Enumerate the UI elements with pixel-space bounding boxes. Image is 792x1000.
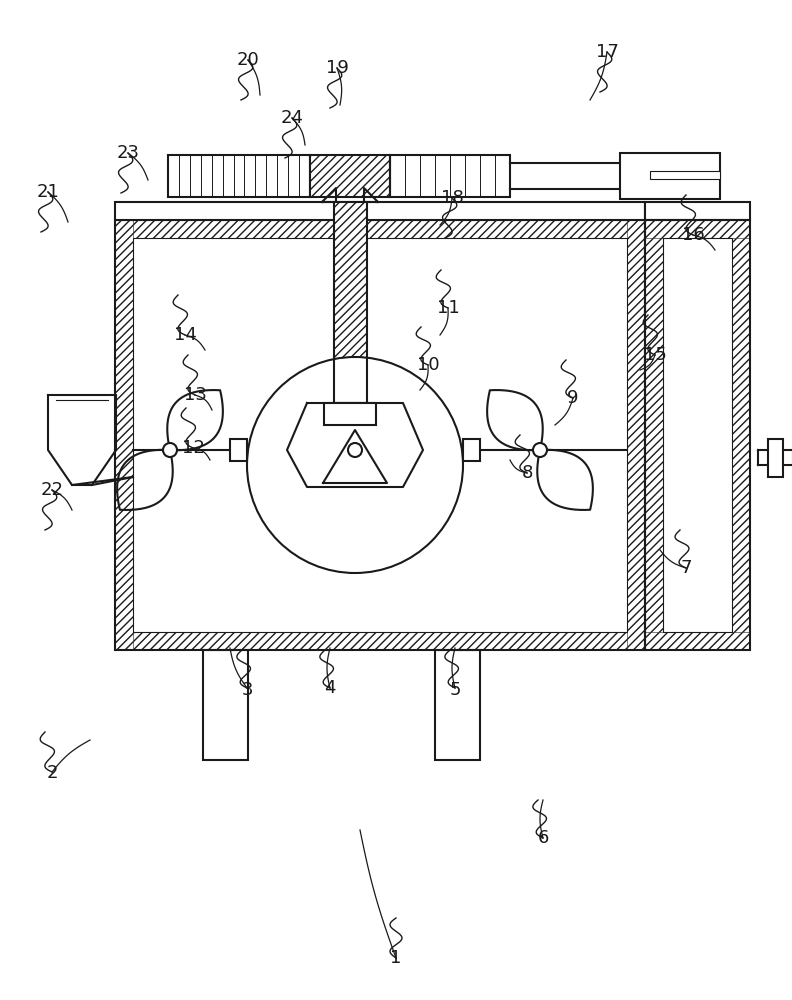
Bar — [310, 155, 390, 197]
Text: 13: 13 — [184, 386, 207, 404]
Text: 11: 11 — [436, 299, 459, 317]
Bar — [324, 403, 376, 425]
Bar — [115, 220, 645, 650]
Text: 24: 24 — [280, 109, 303, 127]
Bar — [463, 439, 480, 461]
Bar — [435, 650, 480, 760]
Bar — [645, 220, 750, 650]
Bar — [663, 238, 732, 632]
Text: 21: 21 — [36, 183, 59, 201]
Bar — [645, 220, 750, 238]
Text: 1: 1 — [390, 949, 402, 967]
Text: 22: 22 — [40, 481, 63, 499]
Text: 3: 3 — [242, 681, 253, 699]
Text: 15: 15 — [644, 346, 666, 364]
Circle shape — [348, 443, 362, 457]
Text: 9: 9 — [567, 389, 579, 407]
Bar — [645, 220, 663, 650]
Text: 17: 17 — [596, 43, 619, 61]
Circle shape — [247, 357, 463, 573]
Text: 6: 6 — [537, 829, 549, 847]
Text: 10: 10 — [417, 356, 440, 374]
Text: 20: 20 — [237, 51, 259, 69]
Bar — [133, 238, 627, 632]
Bar — [334, 202, 367, 403]
Circle shape — [533, 443, 547, 457]
Bar — [620, 153, 720, 199]
Bar — [230, 439, 247, 461]
Text: 12: 12 — [181, 439, 204, 457]
Text: 7: 7 — [680, 559, 691, 577]
Bar — [650, 171, 720, 179]
Bar — [732, 220, 750, 650]
Bar — [627, 220, 645, 650]
Bar — [334, 202, 367, 403]
Circle shape — [163, 443, 177, 457]
Bar — [390, 155, 510, 197]
Bar — [768, 439, 783, 477]
Text: 5: 5 — [449, 681, 461, 699]
Text: 8: 8 — [521, 464, 533, 482]
Text: 16: 16 — [682, 226, 704, 244]
Bar — [203, 650, 248, 760]
Bar — [645, 202, 750, 220]
Text: 14: 14 — [173, 326, 196, 344]
Bar — [115, 202, 645, 220]
Bar — [115, 220, 133, 650]
Text: 18: 18 — [440, 189, 463, 207]
Bar — [115, 632, 645, 650]
Text: 2: 2 — [46, 764, 58, 782]
Bar — [758, 450, 792, 465]
Bar — [115, 220, 645, 238]
Bar — [310, 155, 390, 197]
Bar — [645, 632, 750, 650]
Text: 19: 19 — [326, 59, 348, 77]
Bar — [168, 155, 310, 197]
Text: 4: 4 — [324, 679, 336, 697]
Text: 23: 23 — [116, 144, 139, 162]
